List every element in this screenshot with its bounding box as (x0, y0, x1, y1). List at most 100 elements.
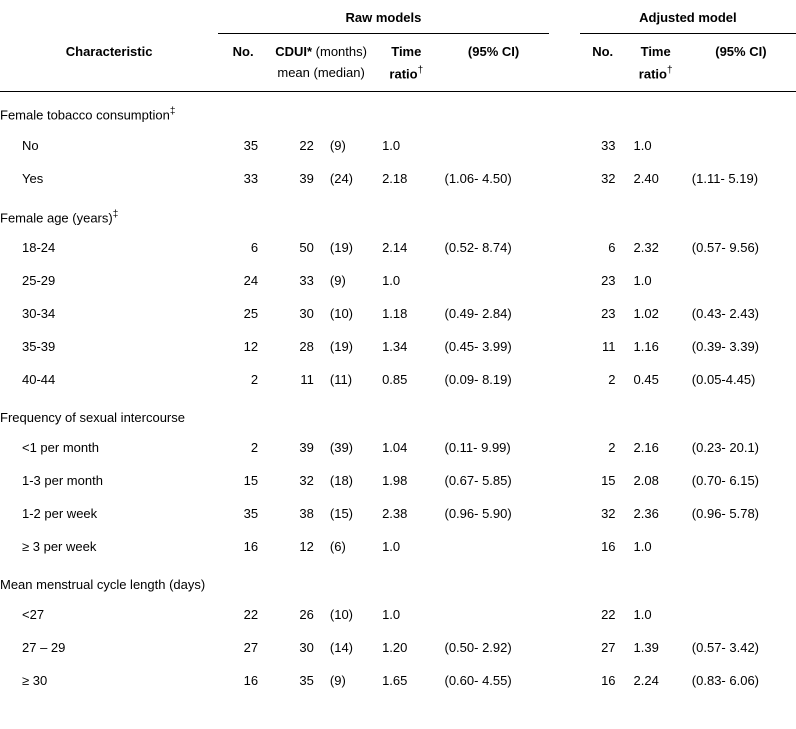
raw-median: (19) (316, 231, 374, 264)
raw-no: 35 (218, 129, 268, 162)
gap (549, 664, 580, 697)
gap (549, 231, 580, 264)
raw-no: 27 (218, 631, 268, 664)
raw-median: (9) (316, 129, 374, 162)
adj-ratio: 2.08 (626, 464, 686, 497)
row-label: 1-2 per week (0, 497, 218, 530)
section-label: Frequency of sexual intercourse (0, 396, 796, 431)
raw-ratio: 2.14 (374, 231, 438, 264)
table-row: 40-44211(11)0.85(0.09- 8.19)20.45(0.05-4… (0, 363, 796, 396)
table-row: 25-292433(9)1.0231.0 (0, 264, 796, 297)
adj-ci (686, 530, 796, 563)
adj-ratio: 0.45 (626, 363, 686, 396)
adj-no: 11 (580, 330, 626, 363)
raw-ci (439, 598, 549, 631)
gap (549, 297, 580, 330)
raw-mean: 11 (268, 363, 316, 396)
raw-ci: (1.06- 4.50) (439, 162, 549, 195)
row-label: No (0, 129, 218, 162)
raw-ci (439, 530, 549, 563)
row-label: 27 – 29 (0, 631, 218, 664)
adj-ratio: 1.16 (626, 330, 686, 363)
adj-ci (686, 129, 796, 162)
gap (549, 330, 580, 363)
row-label: 40-44 (0, 363, 218, 396)
raw-ci: (0.49- 2.84) (439, 297, 549, 330)
adj-no: 2 (580, 363, 626, 396)
section-header-row: Female tobacco consumption‡ (0, 92, 796, 128)
adj-no: 32 (580, 497, 626, 530)
raw-ratio: 1.34 (374, 330, 438, 363)
section-header-row: Mean menstrual cycle length (days) (0, 563, 796, 598)
row-label: ≥ 3 per week (0, 530, 218, 563)
col-raw-ratio: Time (374, 34, 438, 65)
row-label: 1-3 per month (0, 464, 218, 497)
col-adj-ci: (95% CI) (686, 34, 796, 65)
adj-ratio: 1.0 (626, 264, 686, 297)
gap (549, 129, 580, 162)
raw-ratio: 1.18 (374, 297, 438, 330)
adj-no: 2 (580, 431, 626, 464)
col-raw-no: No. (218, 34, 268, 65)
col-cdui-bold: CDUI* (275, 44, 312, 59)
adj-no: 32 (580, 162, 626, 195)
raw-mean: 30 (268, 631, 316, 664)
raw-mean: 50 (268, 231, 316, 264)
raw-mean: 33 (268, 264, 316, 297)
adj-ratio-dagger-icon: † (667, 65, 673, 76)
table-row: 1-3 per month1532(18)1.98(0.67- 5.85)152… (0, 464, 796, 497)
raw-mean: 22 (268, 129, 316, 162)
gap (549, 431, 580, 464)
adj-ci: (0.05-4.45) (686, 363, 796, 396)
raw-ratio: 1.0 (374, 129, 438, 162)
ratio-dagger-icon: † (418, 65, 424, 76)
section-header-row: Female age (years)‡ (0, 195, 796, 231)
raw-ratio: 1.98 (374, 464, 438, 497)
raw-median: (24) (316, 162, 374, 195)
col-characteristic: Characteristic (0, 34, 218, 65)
raw-mean: 32 (268, 464, 316, 497)
adj-no: 22 (580, 598, 626, 631)
raw-ratio: 1.65 (374, 664, 438, 697)
table-row: Yes3339(24)2.18(1.06- 4.50)322.40(1.11- … (0, 162, 796, 195)
gap (549, 497, 580, 530)
raw-ratio: 1.20 (374, 631, 438, 664)
raw-no: 16 (218, 530, 268, 563)
raw-ci: (0.45- 3.99) (439, 330, 549, 363)
raw-no: 24 (218, 264, 268, 297)
adj-ci: (0.57- 3.42) (686, 631, 796, 664)
adj-no: 27 (580, 631, 626, 664)
raw-mean: 26 (268, 598, 316, 631)
spanner-row: Raw models Adjusted model (0, 10, 796, 33)
raw-mean: 35 (268, 664, 316, 697)
gap (549, 598, 580, 631)
col-cdui-sub: mean (median) (268, 65, 374, 91)
raw-mean: 38 (268, 497, 316, 530)
ratio-sub-text: ratio (389, 66, 417, 81)
adj-ci: (0.70- 6.15) (686, 464, 796, 497)
spanner-raw: Raw models (218, 10, 548, 33)
raw-ci: (0.11- 9.99) (439, 431, 549, 464)
gap (549, 363, 580, 396)
column-headers: Characteristic No. CDUI* (months) Time (… (0, 34, 796, 65)
col-cdui-units: (months) (316, 44, 367, 59)
raw-median: (9) (316, 664, 374, 697)
raw-ci: (0.52- 8.74) (439, 231, 549, 264)
statistics-table: Raw models Adjusted model Characteristic… (0, 10, 796, 697)
adj-ratio: 1.02 (626, 297, 686, 330)
gap (549, 464, 580, 497)
adj-ratio: 1.0 (626, 598, 686, 631)
raw-median: (10) (316, 598, 374, 631)
adj-ratio: 2.36 (626, 497, 686, 530)
adj-no: 6 (580, 231, 626, 264)
col-raw-ci: (95% CI) (439, 34, 549, 65)
raw-ci: (0.09- 8.19) (439, 363, 549, 396)
table-row: 18-24650(19)2.14(0.52- 8.74)62.32(0.57- … (0, 231, 796, 264)
row-label: 18-24 (0, 231, 218, 264)
row-label: 30-34 (0, 297, 218, 330)
raw-median: (14) (316, 631, 374, 664)
raw-no: 12 (218, 330, 268, 363)
raw-median: (39) (316, 431, 374, 464)
raw-no: 16 (218, 664, 268, 697)
section-label: Mean menstrual cycle length (days) (0, 563, 796, 598)
